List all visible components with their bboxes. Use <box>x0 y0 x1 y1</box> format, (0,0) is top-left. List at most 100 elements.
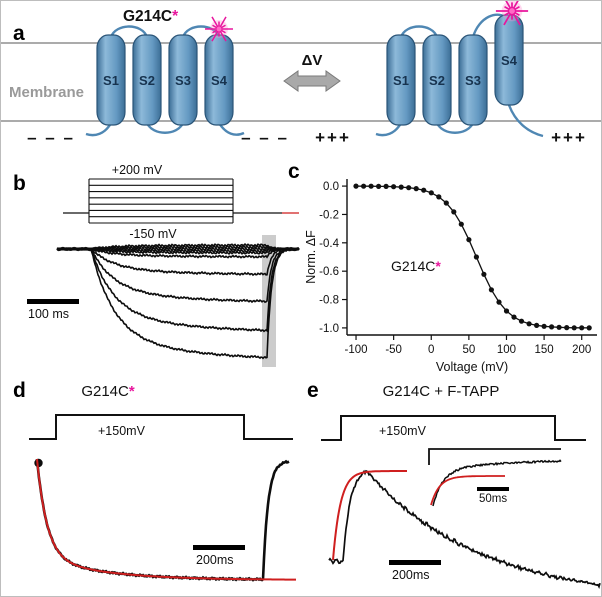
panel-label-d: d <box>13 379 26 402</box>
segment-s3 <box>168 34 198 126</box>
data-point <box>413 186 419 192</box>
fluorophore-icon <box>205 16 233 42</box>
fluorophore-center <box>507 6 517 16</box>
exponential-fit <box>36 458 296 581</box>
segment-s3 <box>458 34 488 126</box>
data-point <box>503 308 510 314</box>
data-point <box>458 221 464 227</box>
segment-label: S3 <box>175 73 191 88</box>
fluorescence-trace <box>56 246 300 277</box>
x-tick-label: -50 <box>385 344 402 356</box>
panel-label-c: c <box>288 160 300 183</box>
pulse-label-d: +150mV <box>98 424 146 438</box>
y-tick-label: -0.4 <box>319 238 339 250</box>
data-point <box>383 183 389 189</box>
x-tick-label: 100 <box>497 344 516 356</box>
y-axis-label: Norm. ΔF <box>304 230 318 284</box>
fluorescence-trace <box>56 247 300 333</box>
data-point <box>466 237 472 243</box>
scalebar-inset <box>477 487 509 491</box>
annotation-asterisk: * <box>435 258 441 274</box>
charge-plus-right-outer: +++ <box>551 128 587 147</box>
exponential-fit-main <box>332 470 407 561</box>
mutation-text: G214C <box>123 8 172 25</box>
y-tick-label: -0.2 <box>319 209 339 221</box>
y-tick-label: -1.0 <box>319 323 339 335</box>
protocol-max-label: +200 mV <box>112 163 163 177</box>
fluorescence-trace <box>56 246 300 360</box>
data-point <box>376 183 382 189</box>
inset-pulse <box>428 448 561 465</box>
data-point <box>398 184 404 190</box>
delta-v-label: ΔV <box>302 52 323 69</box>
panel-d-title: G214C* <box>81 383 135 400</box>
data-point <box>511 314 517 320</box>
data-point <box>436 194 442 200</box>
scalebar-d <box>193 545 245 550</box>
data-point <box>451 209 457 215</box>
segment-label: S2 <box>139 73 155 88</box>
data-point <box>526 321 532 327</box>
panel-e-ftapp-trace: G214C + F-TAPP +150mV 50ms 200ms <box>321 383 601 590</box>
panel-a-membrane-diagram: Membrane G214C* ΔV – – – – – – +++ +++ S… <box>1 1 601 147</box>
scalebar-e-label: 200ms <box>392 568 430 582</box>
data-point <box>361 183 367 189</box>
protocol-min-label: -150 mV <box>129 227 177 241</box>
membrane-loop <box>145 122 185 134</box>
data-point <box>549 324 555 330</box>
fluorescence-trace-main <box>328 469 601 590</box>
segment-label: S1 <box>393 73 409 88</box>
panel-c-fv-plot: Norm. ΔF Voltage (mV) G214C* -100 -50 0 50 1… <box>304 179 597 374</box>
charge-minus-left-inner: – – – <box>241 128 289 147</box>
fluorescence-trace-inset <box>432 459 562 507</box>
boltzmann-fit-curve <box>355 185 590 329</box>
membrane-loop <box>399 25 439 38</box>
segment-label: S4 <box>501 53 518 68</box>
x-axis-label: Voltage (mV) <box>436 360 508 374</box>
panel-e-title: G214C + F-TAPP <box>383 383 500 400</box>
segment-label: S4 <box>211 73 228 88</box>
panel-b-recordings: +200 mV -150 mV 100 ms <box>27 163 300 367</box>
delta-v-arrow-icon <box>283 70 341 92</box>
plot-annotation: G214C* <box>391 258 441 274</box>
segment-label: S2 <box>429 73 445 88</box>
panel-d-title-asterisk: * <box>129 383 135 400</box>
data-point <box>586 325 592 331</box>
data-point <box>391 184 397 190</box>
data-point <box>488 287 494 293</box>
panel-d-title-text: G214C <box>81 383 129 400</box>
data-point <box>443 200 449 206</box>
segment-s1 <box>96 34 126 126</box>
data-point <box>368 183 374 189</box>
scalebar-b <box>27 299 79 304</box>
panel-label-b: b <box>13 172 26 195</box>
fluorescence-trace <box>56 246 300 259</box>
segment-label: S1 <box>103 73 119 88</box>
data-point <box>534 322 540 328</box>
fluorescence-trace <box>35 458 290 582</box>
pulse-label-e: +150mV <box>379 424 427 438</box>
scalebar-inset-label: 50ms <box>479 493 507 505</box>
membrane-loop <box>181 25 221 38</box>
data-point <box>518 318 525 324</box>
y-tick-label: -0.8 <box>319 295 339 307</box>
data-point <box>473 254 479 260</box>
x-tick-label: -100 <box>345 344 368 356</box>
segment-s2 <box>132 34 162 126</box>
scalebar-b-label: 100 ms <box>28 307 69 321</box>
data-point <box>428 190 434 196</box>
data-point <box>571 325 577 331</box>
data-point <box>496 299 502 305</box>
voltage-pulse-e <box>321 415 586 441</box>
membrane-loop <box>507 104 544 138</box>
y-tick-label: -0.6 <box>319 266 339 278</box>
data-point <box>564 325 570 331</box>
charge-plus-right-inner: +++ <box>315 128 351 147</box>
membrane-label: Membrane <box>9 84 84 101</box>
charge-minus-left-outer: – – – <box>27 128 75 147</box>
scalebar-e <box>389 560 441 565</box>
data-point <box>406 185 412 191</box>
fluorophore-center <box>215 25 223 33</box>
voltage-pulse-d <box>29 414 293 440</box>
